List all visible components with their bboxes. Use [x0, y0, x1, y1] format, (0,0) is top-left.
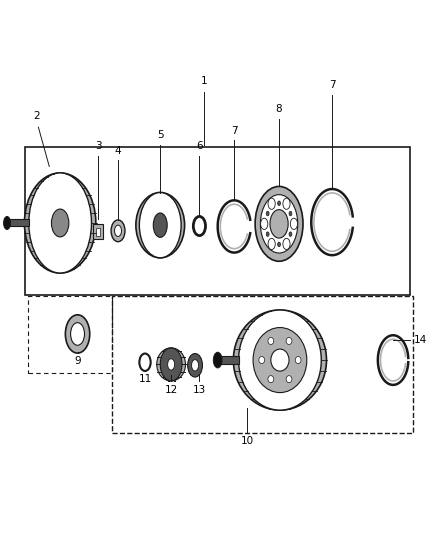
- Ellipse shape: [289, 211, 292, 216]
- Ellipse shape: [25, 173, 96, 273]
- Ellipse shape: [268, 376, 274, 383]
- Ellipse shape: [260, 195, 298, 253]
- Ellipse shape: [266, 211, 269, 216]
- Ellipse shape: [153, 213, 167, 237]
- Ellipse shape: [233, 310, 326, 410]
- Bar: [93, 224, 103, 239]
- Bar: [218, 356, 239, 365]
- Ellipse shape: [266, 232, 269, 237]
- Ellipse shape: [71, 322, 85, 345]
- Text: 4: 4: [115, 146, 121, 156]
- Ellipse shape: [270, 209, 288, 238]
- Ellipse shape: [136, 192, 185, 258]
- Ellipse shape: [286, 376, 292, 383]
- Ellipse shape: [157, 348, 185, 381]
- Ellipse shape: [187, 353, 202, 377]
- Ellipse shape: [290, 218, 297, 230]
- Text: 7: 7: [329, 80, 336, 90]
- Text: 2: 2: [33, 111, 39, 120]
- Ellipse shape: [191, 360, 198, 371]
- Ellipse shape: [268, 198, 275, 209]
- Ellipse shape: [255, 187, 303, 261]
- Ellipse shape: [259, 357, 265, 364]
- Ellipse shape: [160, 348, 182, 381]
- Ellipse shape: [261, 218, 268, 230]
- Text: 12: 12: [165, 385, 178, 395]
- Ellipse shape: [278, 242, 280, 247]
- Ellipse shape: [29, 173, 92, 273]
- Ellipse shape: [286, 337, 292, 344]
- Ellipse shape: [65, 315, 90, 353]
- Ellipse shape: [268, 337, 274, 344]
- Text: 5: 5: [157, 130, 163, 140]
- Ellipse shape: [283, 198, 290, 209]
- Ellipse shape: [268, 238, 275, 249]
- Bar: [7, 220, 29, 227]
- Ellipse shape: [111, 220, 125, 241]
- Text: 7: 7: [231, 126, 237, 136]
- Text: 8: 8: [276, 104, 283, 114]
- Text: 14: 14: [414, 335, 427, 345]
- Text: 6: 6: [196, 141, 203, 151]
- Ellipse shape: [139, 192, 181, 258]
- Ellipse shape: [115, 225, 121, 237]
- Ellipse shape: [253, 328, 307, 393]
- Ellipse shape: [271, 349, 289, 371]
- Text: 1: 1: [201, 76, 207, 86]
- Ellipse shape: [295, 357, 301, 364]
- Ellipse shape: [4, 216, 11, 230]
- Ellipse shape: [289, 232, 292, 237]
- Text: 9: 9: [74, 356, 81, 366]
- Text: 13: 13: [193, 385, 206, 395]
- Ellipse shape: [51, 209, 69, 237]
- Ellipse shape: [213, 352, 222, 368]
- Ellipse shape: [283, 238, 290, 249]
- Text: 11: 11: [138, 375, 152, 384]
- Ellipse shape: [168, 359, 175, 370]
- Bar: [95, 228, 100, 236]
- Text: 10: 10: [241, 436, 254, 446]
- Ellipse shape: [278, 201, 280, 206]
- Text: 3: 3: [95, 141, 101, 151]
- Ellipse shape: [239, 310, 321, 410]
